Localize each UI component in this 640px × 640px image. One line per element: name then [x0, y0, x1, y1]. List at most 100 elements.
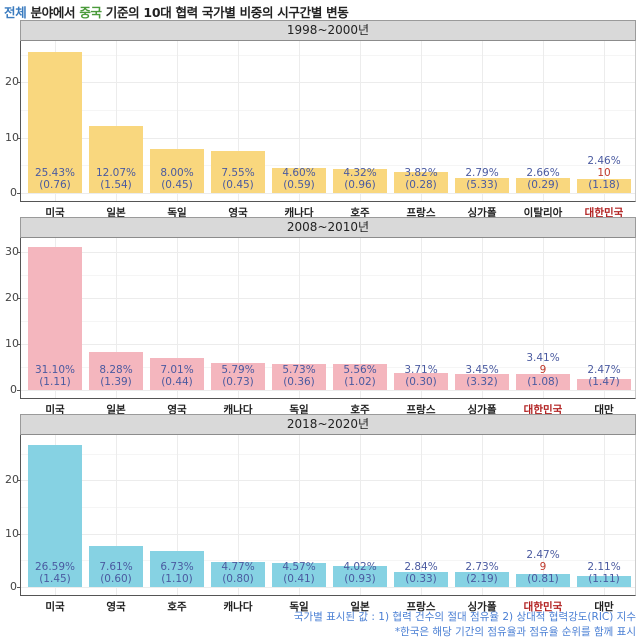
bar-대한민국 — [516, 573, 570, 587]
bar-캐나다 — [211, 561, 265, 587]
bar-대한민국 — [577, 179, 631, 193]
grid-line-minor — [21, 54, 635, 56]
x-axis-label: 싱가폴 — [467, 601, 497, 613]
y-tick-label: 30 — [5, 244, 19, 258]
note-korea: *한국은 해당 기간의 점유율과 점유율 순위를 함께 표시 — [394, 626, 636, 638]
bar-value-label: 8.00% (0.45) — [142, 167, 212, 191]
grid-line-vertical — [604, 41, 605, 201]
bar-value-label: 2.46% 10 (1.18) — [569, 155, 639, 191]
bar-프랑스 — [394, 372, 448, 390]
ric-value: (0.96) — [344, 179, 376, 191]
grid-line — [21, 343, 635, 345]
title-text-1: 분야에서 — [26, 5, 80, 20]
share-value: 4.57% — [282, 561, 316, 573]
bar-value-label: 7.55% (0.45) — [203, 167, 273, 191]
bar-일본 — [89, 351, 143, 390]
grid-line-vertical — [543, 238, 544, 398]
ric-value: (2.19) — [466, 573, 498, 585]
grid-line-vertical — [238, 238, 239, 398]
x-axis-label: 이탈리아 — [523, 207, 563, 219]
y-tick-mark — [17, 251, 21, 253]
bar-value-label: 31.10% (1.11) — [20, 364, 90, 388]
share-value: 2.79% — [465, 167, 499, 179]
grid-line-vertical — [360, 238, 361, 398]
y-tick-mark — [17, 193, 21, 194]
panel-strip-title: 2008~2010년 — [20, 217, 636, 239]
bar-value-label: 4.57% (0.41) — [264, 561, 334, 585]
panel-1998-2000: 1998~2000년 0 10 20 25.43% (0.76) 미국 12.07% (1.54… — [5, 20, 639, 219]
ric-value: (1.02) — [344, 376, 376, 388]
x-axis-label: 프랑스 — [406, 207, 436, 219]
y-tick-label: 0 — [10, 580, 17, 593]
bar-영국 — [150, 357, 204, 390]
x-axis-label: 대만 — [594, 601, 614, 613]
x-axis-label: 일본 — [350, 601, 370, 613]
bar-대만 — [577, 378, 631, 390]
ric-value: (1.08) — [527, 376, 559, 388]
y-tick-mark — [17, 82, 21, 84]
share-value: 2.47% — [526, 549, 560, 561]
ric-value: (0.28) — [405, 179, 437, 191]
bar-대만 — [577, 575, 631, 587]
grid-line-vertical — [604, 435, 605, 595]
share-value: 3.82% — [404, 167, 438, 179]
ric-value: (5.33) — [466, 179, 498, 191]
x-axis-label: 호주 — [167, 601, 187, 613]
x-axis-label: 대한민국 — [584, 207, 624, 219]
bar-싱가폴 — [455, 177, 509, 193]
share-value: 7.01% — [160, 364, 194, 376]
chart-title: 전체 분야에서 중국 기준의 10대 협력 국가별 비중의 시구간별 변동 — [4, 2, 349, 21]
x-axis-label: 캐나다 — [223, 601, 253, 613]
y-tick-label: 20 — [5, 290, 19, 304]
y-tick-label: 0 — [10, 186, 17, 199]
grid-line-vertical — [421, 435, 422, 595]
plot-area: 0 10 20 25.43% (0.76) 미국 12.07% (1.54) 일본 8.00% (0… — [5, 41, 639, 219]
x-axis-label: 독일 — [289, 601, 309, 613]
x-axis-label: 호주 — [350, 404, 370, 416]
x-axis-label: 미국 — [45, 601, 65, 613]
y-tick-mark — [17, 480, 21, 482]
x-axis-label: 독일 — [167, 207, 187, 219]
share-value: 4.60% — [282, 167, 316, 179]
x-axis-label: 일본 — [106, 404, 126, 416]
ric-value: (1.54) — [100, 179, 132, 191]
share-value: 5.73% — [282, 364, 316, 376]
bar-value-label: 2.84% (0.33) — [386, 561, 456, 585]
grid-line-vertical — [177, 238, 178, 398]
grid-line-vertical — [421, 238, 422, 398]
bar-미국 — [28, 445, 82, 587]
share-value: 12.07% — [95, 167, 137, 179]
share-value: 5.56% — [343, 364, 377, 376]
share-value: 2.47% — [587, 364, 621, 376]
bar-독일 — [272, 562, 326, 587]
x-axis-label: 대한민국 — [523, 404, 563, 416]
x-axis-label: 싱가폴 — [467, 207, 497, 219]
share-value: 3.45% — [465, 364, 499, 376]
plot-area: 0 10 20 30 31.10% (1.11) 미국 8.28% (1.39) 일본 7.01%(… — [5, 238, 636, 416]
ric-value: (0.29) — [527, 179, 559, 191]
bar-프랑스 — [394, 171, 448, 193]
x-axis-label: 미국 — [45, 404, 65, 416]
grid-line-vertical — [604, 238, 605, 398]
ric-value: (1.18) — [588, 179, 620, 191]
grid-line-vertical — [116, 238, 117, 398]
x-axis-label: 독일 — [289, 404, 309, 416]
bar-value-label: 4.77% (0.80) — [203, 561, 273, 585]
grid-line-vertical — [299, 435, 300, 595]
bar-value-label: 7.61% (0.60) — [81, 561, 151, 585]
share-value: 3.71% — [404, 364, 438, 376]
grid-line — [21, 82, 635, 84]
bar-value-label: 2.79% (5.33) — [447, 167, 517, 191]
y-tick-mark — [17, 343, 21, 345]
share-value: 3.41% — [526, 352, 560, 364]
grid-line-vertical — [360, 435, 361, 595]
share-value: 4.02% — [343, 561, 377, 573]
ric-value: (0.44) — [161, 376, 193, 388]
bar-value-label: 2.73% (2.19) — [447, 561, 517, 585]
grid-line-vertical — [177, 435, 178, 595]
bar-value-label: 2.47% 9 (0.81) — [508, 549, 578, 585]
share-value: 4.77% — [221, 561, 255, 573]
korea-rank: 10 — [597, 167, 611, 179]
bar-이탈리아 — [516, 178, 570, 193]
bar-호주 — [333, 364, 387, 390]
